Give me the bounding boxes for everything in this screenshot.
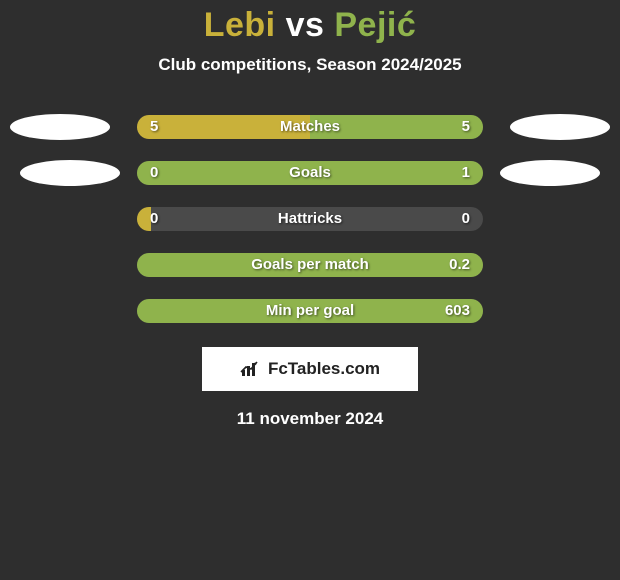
brand-badge[interactable]: FcTables.com — [202, 347, 418, 391]
stat-value-right: 0 — [462, 207, 470, 231]
stat-label: Matches — [280, 115, 340, 139]
chart-icon — [240, 360, 262, 378]
player1-marker — [20, 160, 120, 186]
subtitle: Club competitions, Season 2024/2025 — [0, 55, 620, 75]
date-label: 11 november 2024 — [0, 409, 620, 429]
stat-label: Min per goal — [266, 299, 354, 323]
player2-name: Pejić — [334, 6, 416, 44]
player1-name: Lebi — [204, 6, 276, 44]
stat-row: 5 5 Matches — [0, 103, 620, 149]
vs-separator: vs — [286, 6, 325, 44]
stat-value-right: 603 — [445, 299, 470, 323]
stat-label: Goals — [289, 161, 331, 185]
player2-marker — [510, 114, 610, 140]
stat-row: 0 1 Goals — [0, 149, 620, 195]
stats-container: 5 5 Matches 0 1 Goals 0 0 Hattricks 0.2 Goals per … — [0, 103, 620, 333]
stat-label: Goals per match — [251, 253, 369, 277]
player1-marker — [10, 114, 110, 140]
stat-value-right: 1 — [462, 161, 470, 185]
stat-value-left: 0 — [150, 207, 158, 231]
player2-marker — [500, 160, 600, 186]
stat-label: Hattricks — [278, 207, 342, 231]
stat-value-right: 5 — [462, 115, 470, 139]
comparison-card: Lebi vs Pejić Club competitions, Season … — [0, 0, 620, 429]
stat-row: 603 Min per goal — [0, 287, 620, 333]
stat-value-left: 5 — [150, 115, 158, 139]
stat-value-left: 0 — [150, 161, 158, 185]
stat-row: 0.2 Goals per match — [0, 241, 620, 287]
bar-fill-left — [137, 207, 151, 231]
brand-text: FcTables.com — [268, 359, 380, 379]
stat-row: 0 0 Hattricks — [0, 195, 620, 241]
stat-value-right: 0.2 — [449, 253, 470, 277]
page-title: Lebi vs Pejić — [0, 6, 620, 45]
